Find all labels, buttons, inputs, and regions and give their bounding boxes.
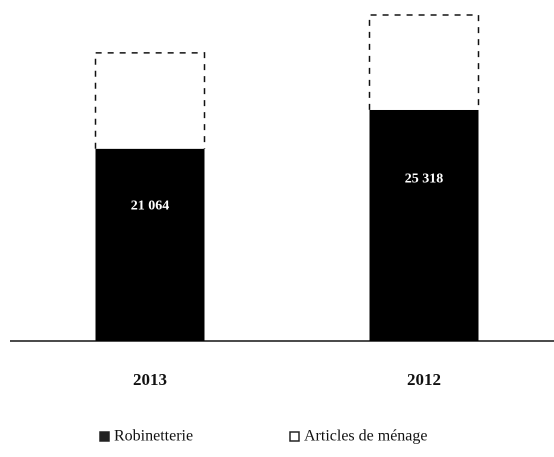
bar-segment	[369, 109, 479, 341]
legend-marker	[289, 431, 300, 442]
bar-segment	[94, 52, 206, 149]
legend-label: Robinetterie	[114, 428, 193, 445]
value-label: 25 318	[405, 171, 444, 186]
legend-label: Articles de ménage	[304, 428, 428, 445]
x-tick-label: 2012	[407, 370, 441, 389]
x-tick-label: 2013	[133, 370, 167, 389]
bar-segment	[368, 14, 480, 110]
value-label: 21 064	[131, 199, 170, 214]
bar-segment	[95, 148, 205, 341]
legend-marker	[99, 431, 110, 442]
